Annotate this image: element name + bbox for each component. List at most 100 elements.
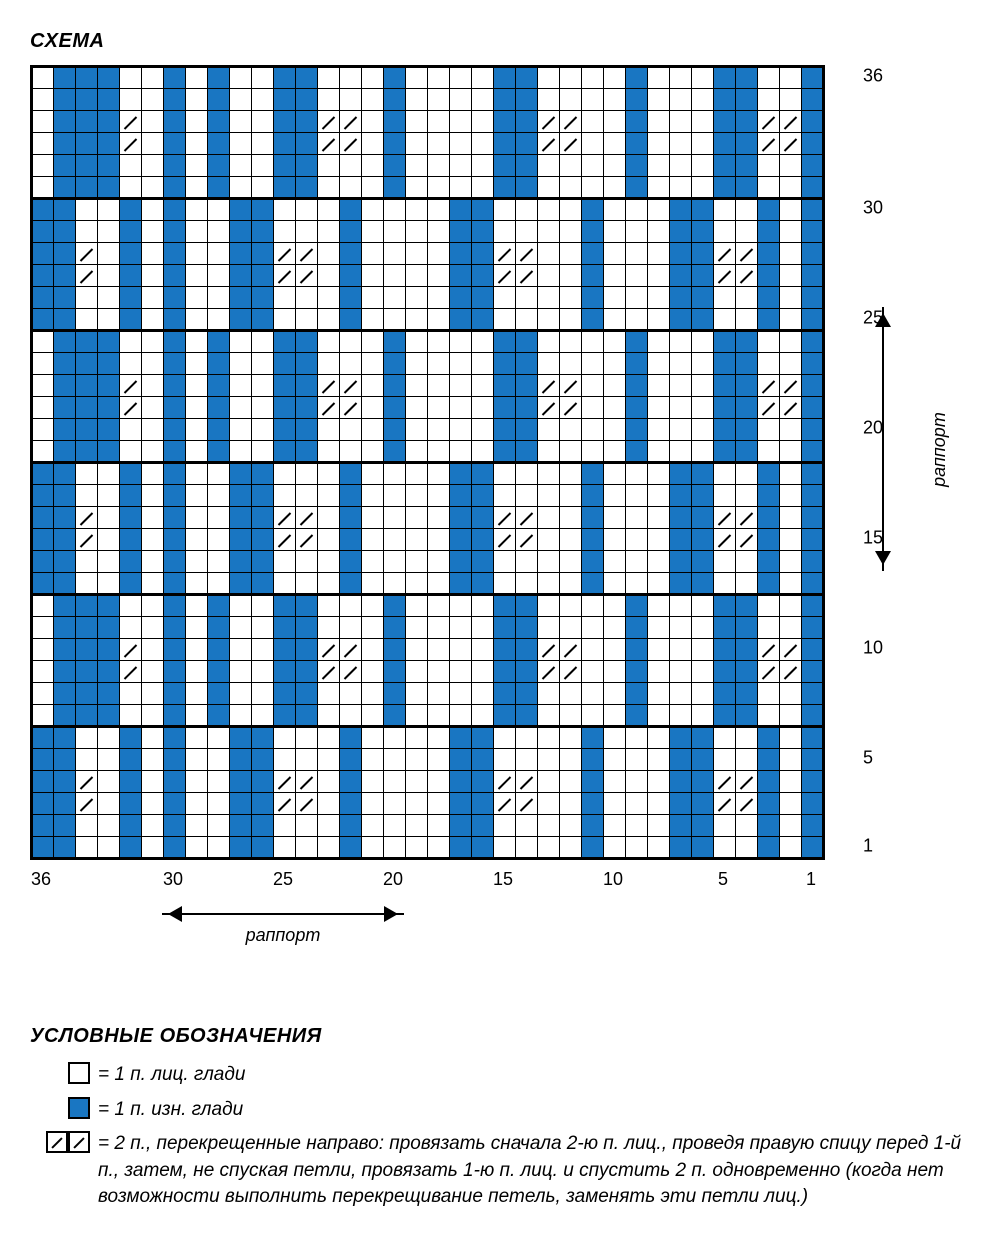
grid-cell xyxy=(296,287,318,309)
grid-cell xyxy=(318,551,340,573)
grid-cell xyxy=(516,133,538,155)
grid-cell xyxy=(296,595,318,617)
grid-cell xyxy=(274,177,296,199)
grid-cell xyxy=(604,375,626,397)
grid-cell xyxy=(32,375,54,397)
grid-cell xyxy=(736,111,758,133)
grid-cell xyxy=(76,155,98,177)
grid-cell xyxy=(186,727,208,749)
grid-cell xyxy=(362,793,384,815)
grid-cell xyxy=(296,485,318,507)
grid-cell xyxy=(120,199,142,221)
grid-cell xyxy=(780,177,802,199)
grid-cell xyxy=(802,793,824,815)
grid-cell xyxy=(120,441,142,463)
grid-cell xyxy=(604,463,626,485)
grid-cell xyxy=(450,419,472,441)
grid-cell xyxy=(406,815,428,837)
grid-cell xyxy=(648,221,670,243)
grid-cell xyxy=(208,485,230,507)
grid-cell xyxy=(208,837,230,859)
grid-cell xyxy=(758,837,780,859)
grid-cell xyxy=(186,353,208,375)
grid-cell xyxy=(736,397,758,419)
grid-cell xyxy=(230,727,252,749)
grid-cell xyxy=(164,375,186,397)
grid-cell xyxy=(604,89,626,111)
grid-cell xyxy=(758,89,780,111)
grid-cell xyxy=(494,221,516,243)
grid-cell xyxy=(406,441,428,463)
grid-cell xyxy=(208,705,230,727)
grid-cell xyxy=(582,111,604,133)
grid-cell xyxy=(516,419,538,441)
grid-cell xyxy=(164,419,186,441)
grid-cell xyxy=(714,529,736,551)
grid-cell xyxy=(582,837,604,859)
grid-cell xyxy=(758,771,780,793)
grid-cell xyxy=(32,595,54,617)
grid-cell xyxy=(406,177,428,199)
grid-cell xyxy=(582,793,604,815)
grid-cell xyxy=(340,353,362,375)
grid-cell xyxy=(98,463,120,485)
grid-cell xyxy=(516,309,538,331)
grid-cell xyxy=(560,397,582,419)
grid-cell xyxy=(714,573,736,595)
grid-cell xyxy=(186,683,208,705)
grid-cell xyxy=(98,375,120,397)
grid-cell xyxy=(98,551,120,573)
grid-cell xyxy=(428,265,450,287)
grid-cell xyxy=(802,639,824,661)
grid-cell xyxy=(32,639,54,661)
grid-cell xyxy=(780,353,802,375)
grid-cell xyxy=(54,199,76,221)
grid-cell xyxy=(604,243,626,265)
grid-cell xyxy=(604,617,626,639)
h-rapport-label: раппорт xyxy=(246,925,321,946)
grid-cell xyxy=(54,793,76,815)
grid-cell xyxy=(142,683,164,705)
row-label: 15 xyxy=(863,528,883,549)
grid-cell xyxy=(626,331,648,353)
grid-cell xyxy=(450,551,472,573)
grid-cell xyxy=(516,661,538,683)
grid-cell xyxy=(54,815,76,837)
grid-cell xyxy=(98,155,120,177)
grid-cell xyxy=(384,573,406,595)
grid-cell xyxy=(626,375,648,397)
grid-cell xyxy=(670,441,692,463)
grid-cell xyxy=(692,617,714,639)
grid-cell xyxy=(186,331,208,353)
grid-cell xyxy=(626,837,648,859)
grid-cell xyxy=(406,595,428,617)
grid-cell xyxy=(384,529,406,551)
grid-cell xyxy=(406,639,428,661)
grid-cell xyxy=(736,683,758,705)
grid-cell xyxy=(494,265,516,287)
grid-cell xyxy=(208,793,230,815)
grid-cell xyxy=(802,815,824,837)
legend-text: = 1 п. изн. глади xyxy=(98,1097,970,1124)
grid-cell xyxy=(208,155,230,177)
grid-cell xyxy=(186,595,208,617)
grid-cell xyxy=(76,529,98,551)
grid-cell xyxy=(604,353,626,375)
grid-cell xyxy=(428,177,450,199)
grid-cell xyxy=(450,639,472,661)
grid-cell xyxy=(32,705,54,727)
grid-cell xyxy=(252,177,274,199)
grid-cell xyxy=(406,485,428,507)
grid-cell xyxy=(76,837,98,859)
grid-cell xyxy=(802,573,824,595)
col-label: 15 xyxy=(493,869,513,890)
grid-cell xyxy=(670,573,692,595)
grid-cell xyxy=(76,617,98,639)
grid-cell xyxy=(164,67,186,89)
grid-cell xyxy=(120,221,142,243)
grid-cell xyxy=(736,595,758,617)
grid-cell xyxy=(538,353,560,375)
grid-cell xyxy=(362,89,384,111)
grid-cell xyxy=(164,815,186,837)
grid-cell xyxy=(120,419,142,441)
